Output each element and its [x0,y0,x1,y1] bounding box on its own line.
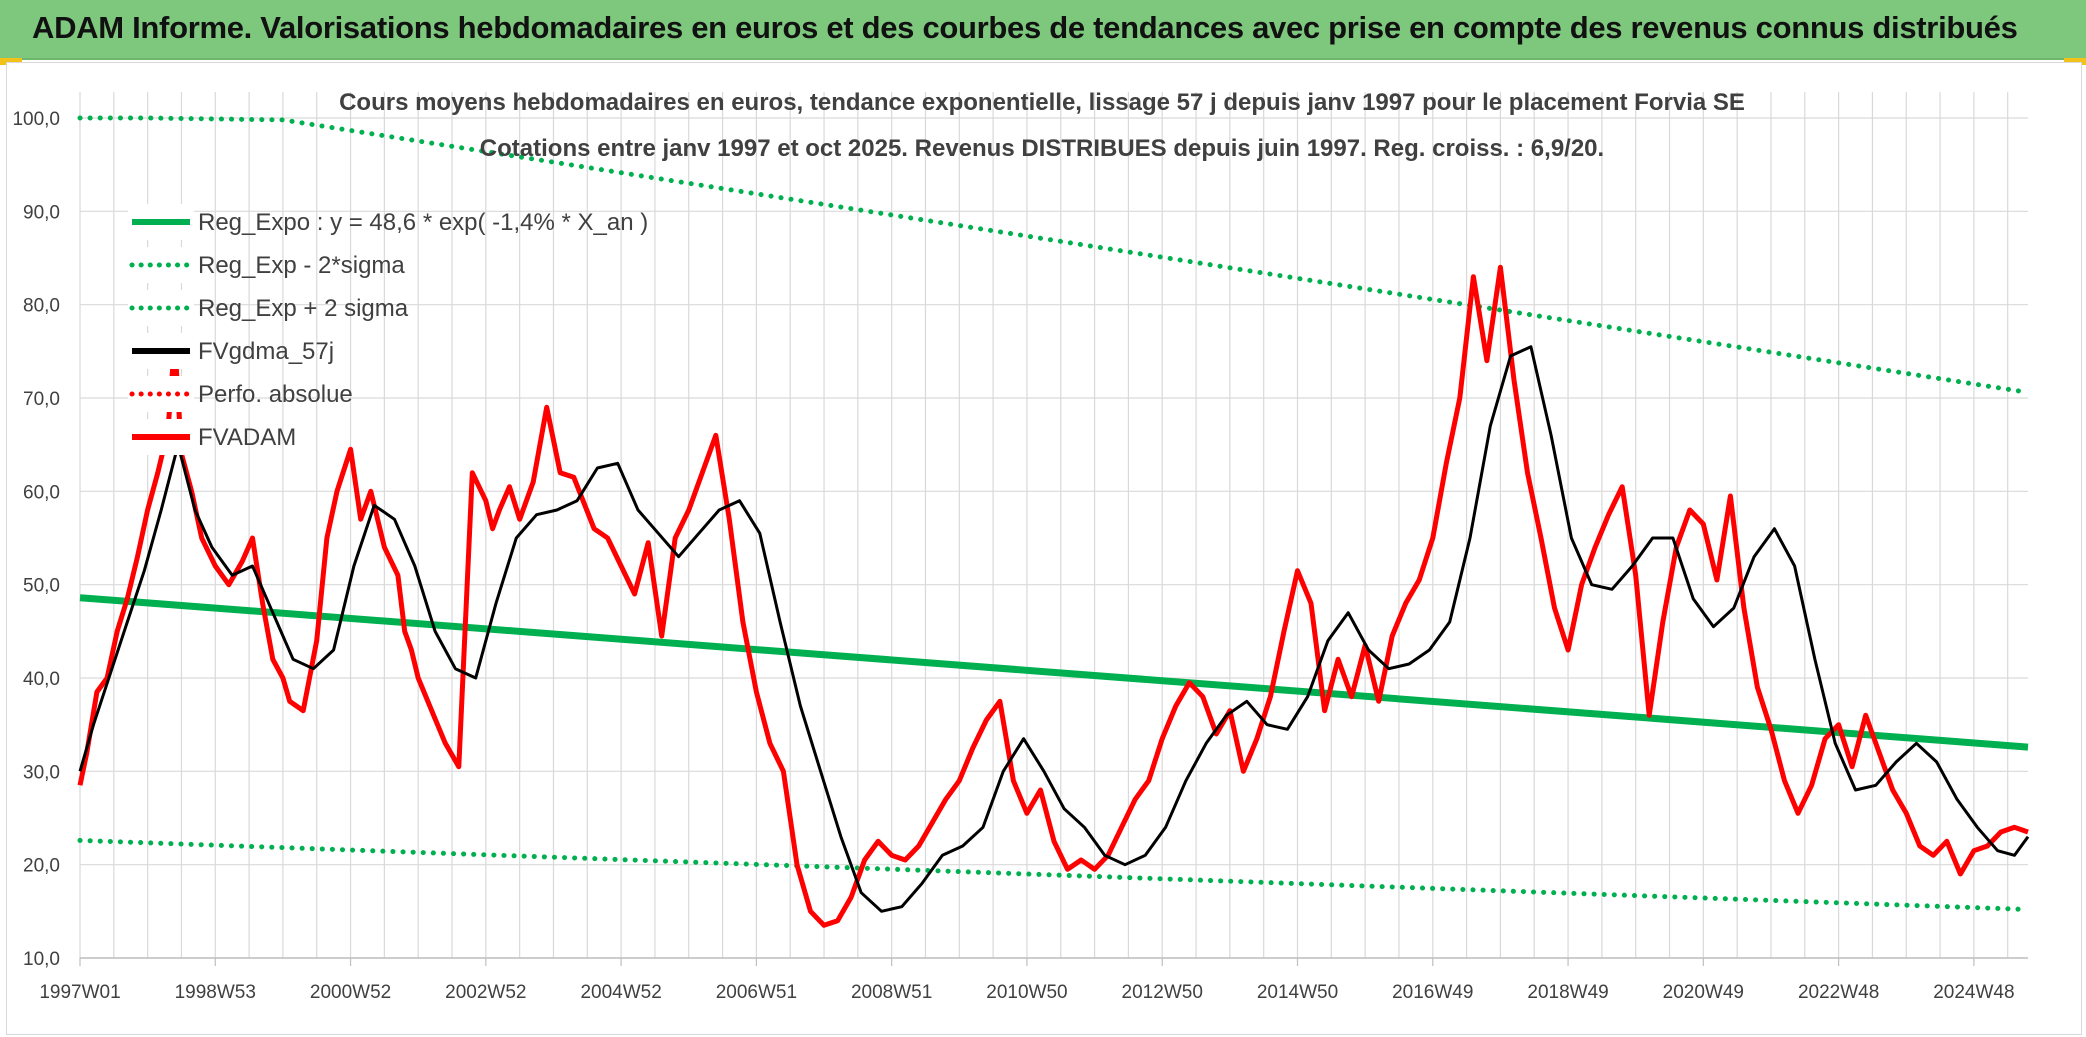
report-banner: ADAM Informe. Valorisations hebdomadaire… [0,0,2086,60]
x-tick-label: 2012W50 [1122,982,1203,1003]
chart-subtitle: Cotations entre janv 1997 et oct 2025. R… [480,135,1604,162]
corner-marker-right [2064,58,2086,65]
y-tick-label: 20,0 [23,856,60,877]
series-fvgdma-57j [78,345,2030,913]
series-reg-exp-plus-2sigma [77,115,2031,395]
x-tick-label: 2002W52 [445,982,526,1003]
legend-item: Reg_Exp - 2*sigma [128,247,405,283]
x-tick-label: 2018W49 [1527,982,1608,1003]
corner-marker-left [0,58,22,65]
y-tick-label: 40,0 [23,669,60,690]
y-tick-label: 100,0 [12,109,60,130]
y-tick-label: 90,0 [23,202,60,223]
legend-item: Perfo. absolue [128,376,353,412]
x-tick-label: 2016W49 [1392,982,1473,1003]
y-tick-label: 80,0 [23,296,60,317]
series-reg-expo [79,594,2029,751]
x-tick-label: 2008W51 [851,982,932,1003]
x-tick-label: 2010W50 [986,982,1067,1003]
legend-label: Reg_Exp - 2*sigma [198,252,405,279]
y-tick-label: 30,0 [23,762,60,783]
y-tick-label: 60,0 [23,482,60,503]
legend-item: Reg_Exp + 2 sigma [128,290,409,326]
x-tick-label: 2022W48 [1798,982,1879,1003]
legend-label: Perfo. absolue [198,381,353,408]
chart-series [77,115,2031,928]
legend-label: FVgdma_57j [198,338,334,365]
legend-label: Reg_Expo : y = 48,6 * exp( -1,4% * X_an … [198,209,648,236]
x-tick-label: 2000W52 [310,982,391,1003]
legend-item: FVADAM [128,419,296,455]
legend-item: Reg_Expo : y = 48,6 * exp( -1,4% * X_an … [128,204,648,240]
legend-label: FVADAM [198,424,296,451]
x-tick-label: 2014W50 [1257,982,1338,1003]
x-tick-label: 1997W01 [39,982,120,1003]
series-reg-exp-minus-2sigma [77,837,2031,912]
series-fvadam [77,264,2029,928]
legend-item: FVgdma_57j [128,333,334,369]
y-tick-label: 50,0 [23,576,60,597]
y-axis: 10,0 20,0 30,0 40,0 50,0 60,0 70,0 80,0 90,0 100,… [12,109,60,970]
y-tick-label: 70,0 [23,389,60,410]
x-tick-label: 2024W48 [1933,982,2014,1003]
legend-label: Reg_Exp + 2 sigma [198,295,409,322]
x-tick-label: 2004W52 [580,982,661,1003]
x-axis: 1997W01 1998W53 2000W52 2002W52 2004W52 2006W… [39,957,2028,1003]
chart-legend: Reg_Expo : y = 48,6 * exp( -1,4% * X_an … [128,204,648,455]
chart-title: Cours moyens hebdomadaires en euros, ten… [339,89,1745,116]
report-title: ADAM Informe. Valorisations hebdomadaire… [32,10,2018,45]
y-tick-label: 10,0 [23,949,60,970]
x-tick-label: 1998W53 [175,982,256,1003]
x-tick-label: 2006W51 [716,982,797,1003]
x-tick-label: 2020W49 [1663,982,1744,1003]
